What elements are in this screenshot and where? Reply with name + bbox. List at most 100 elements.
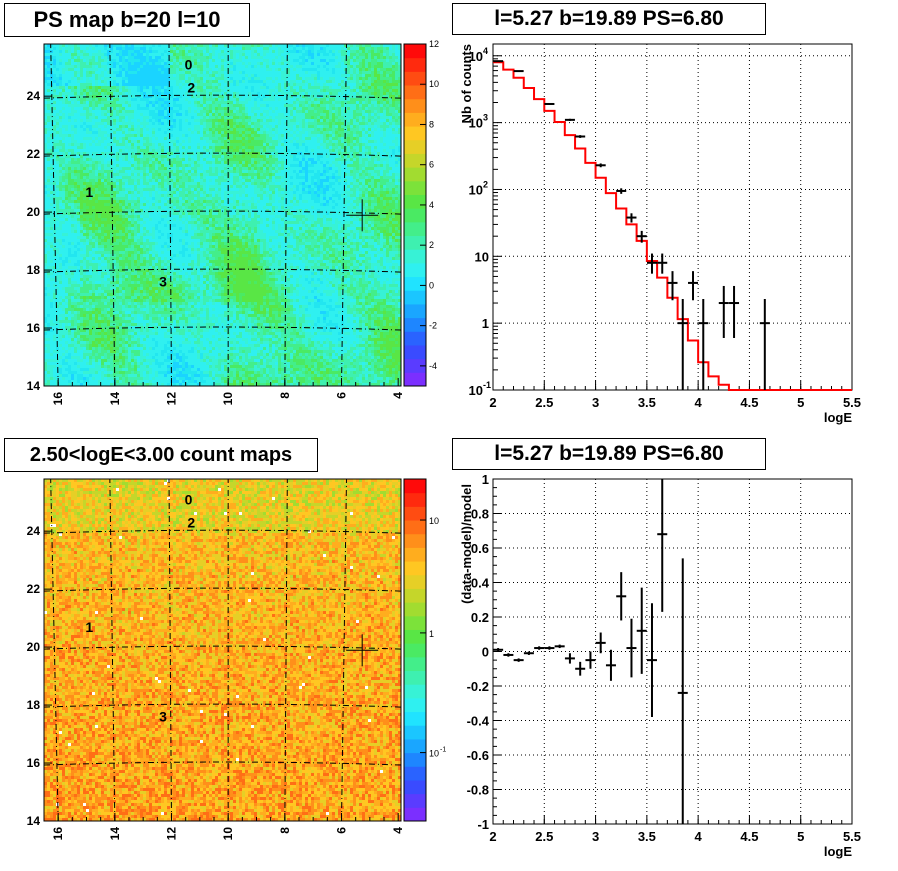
x-tick-label: 4 — [695, 829, 703, 844]
colorbar-segment — [404, 561, 426, 576]
colorbar-segment — [404, 290, 426, 305]
heatmap-cells — [44, 479, 402, 822]
x-tick-label: 12 — [165, 827, 179, 841]
colorbar-segment — [404, 126, 426, 141]
colorbar-segment — [404, 479, 426, 494]
colorbar-segment — [404, 44, 426, 59]
colorbar-tick-label: 8 — [429, 119, 434, 129]
x-tick-label: 4.5 — [740, 829, 758, 844]
x-tick-label: 16 — [51, 827, 65, 841]
colorbar-segment — [404, 656, 426, 672]
source-label: 1 — [85, 619, 93, 635]
plot-frame — [43, 478, 402, 822]
colorbar-tick-label: 1 — [429, 629, 434, 639]
colorbar-segment — [404, 358, 426, 373]
source-label: 3 — [159, 709, 167, 725]
colorbar-segment — [404, 180, 426, 195]
y-axis-label: Nb of counts — [459, 44, 474, 123]
colorbar-tick-label: -4 — [429, 361, 437, 371]
y-tick-label: 0.4 — [471, 576, 490, 591]
x-tick-label: 3 — [592, 395, 599, 410]
x-tick-label: 4 — [391, 827, 405, 834]
x-tick-label: 4 — [695, 395, 703, 410]
colorbar-segment — [404, 194, 426, 209]
ps-map-title: PS map b=20 l=10 — [4, 3, 250, 37]
residual-title: l=5.27 b=19.89 PS=6.80 — [452, 438, 766, 470]
y-tick-label: 14 — [27, 814, 41, 828]
y-tick-label: 22 — [27, 582, 41, 596]
y-tick-label: 14 — [27, 379, 41, 393]
colorbar-tick-label: 6 — [429, 160, 434, 170]
x-tick-label: 3.5 — [638, 829, 656, 844]
graticule-parallel — [43, 326, 402, 331]
colorbar-segment — [404, 208, 426, 223]
source-label: 2 — [187, 514, 195, 530]
colorbar-segment — [404, 98, 426, 113]
colorbar-segment — [404, 249, 426, 264]
graticule-meridian — [341, 478, 347, 822]
colorbar-segment — [404, 547, 426, 562]
x-tick-label: 16 — [51, 392, 65, 406]
colorbar-segment — [404, 793, 426, 808]
y-tick-label: 24 — [27, 89, 41, 103]
x-tick-label: 10 — [221, 827, 235, 841]
x-tick-label: 5 — [797, 829, 804, 844]
colorbar-segment — [404, 574, 426, 589]
y-tick-label: 24 — [27, 524, 41, 538]
x-tick-label: 6 — [335, 827, 349, 834]
graticule-parallel — [43, 94, 402, 99]
colorbar-frame — [403, 43, 427, 387]
colorbar-tick-label: -2 — [429, 321, 437, 331]
y-tick-label: -0.2 — [467, 679, 489, 694]
graticule-parallel — [43, 761, 402, 766]
y-tick-label: 0.6 — [471, 541, 489, 556]
graticule-parallel — [43, 529, 402, 534]
x-tick-label: 14 — [108, 392, 122, 406]
colorbar-segment — [404, 629, 426, 644]
graticule-meridian — [341, 43, 347, 387]
colorbar-segment — [404, 235, 426, 250]
count-map-title: 2.50<logE<3.00 count maps — [4, 438, 318, 472]
x-tick-label: 12 — [165, 392, 179, 406]
colorbar-tick-label: 10 — [429, 79, 439, 89]
y-tick-label: -0.4 — [467, 714, 490, 729]
graticule-parallel — [43, 268, 402, 273]
x-tick-label: 6 — [335, 392, 349, 399]
colorbar-tick-label: 10 — [429, 749, 439, 759]
colorbar-segment — [404, 139, 426, 154]
x-tick-label: 10 — [221, 392, 235, 406]
colorbar-segment — [404, 643, 426, 658]
x-tick-label: 5.5 — [843, 829, 861, 844]
x-tick-label: 3.5 — [638, 395, 656, 410]
graticule — [43, 43, 402, 387]
y-tick-label: 0.2 — [471, 610, 489, 625]
graticule-meridian — [109, 43, 116, 387]
colorbar-segment — [404, 807, 426, 822]
colorbar-segment — [404, 779, 426, 795]
spectrum-panel: 2 2.5 3 3.5 4 4.5 5 5.5 10 -1 1 10 10 2 10 3 10 4 logE Nb o… — [449, 0, 898, 435]
plot-frame — [492, 478, 853, 825]
y-axis-label: (data-model)/model — [459, 484, 474, 604]
model-step-line — [493, 61, 852, 391]
colorbar-segment — [404, 71, 426, 86]
colorbar-tick-exponent: -1 — [440, 747, 446, 754]
colorbar-segment — [404, 344, 426, 360]
graticule-parallel — [43, 587, 402, 592]
colorbar-segment — [404, 221, 426, 237]
colorbar-tick-label: 12 — [429, 39, 439, 49]
x-tick-label: 5 — [797, 395, 804, 410]
colorbar-segment — [404, 276, 426, 291]
colorbar-segment — [404, 670, 426, 685]
y-tick-label: 10 — [469, 182, 483, 197]
graticule-meridian — [168, 43, 172, 387]
graticule-parallel — [43, 703, 402, 708]
graticule-meridian — [109, 478, 116, 822]
x-tick-label: 2 — [489, 829, 496, 844]
y-tick-label: 20 — [27, 640, 41, 654]
y-tick-label: -0.6 — [467, 748, 489, 763]
y-tick-label: 22 — [27, 147, 41, 161]
colorbar-segment — [404, 506, 426, 521]
y-tick-exponent: 2 — [483, 179, 488, 189]
y-tick-label: 10 — [475, 249, 489, 264]
